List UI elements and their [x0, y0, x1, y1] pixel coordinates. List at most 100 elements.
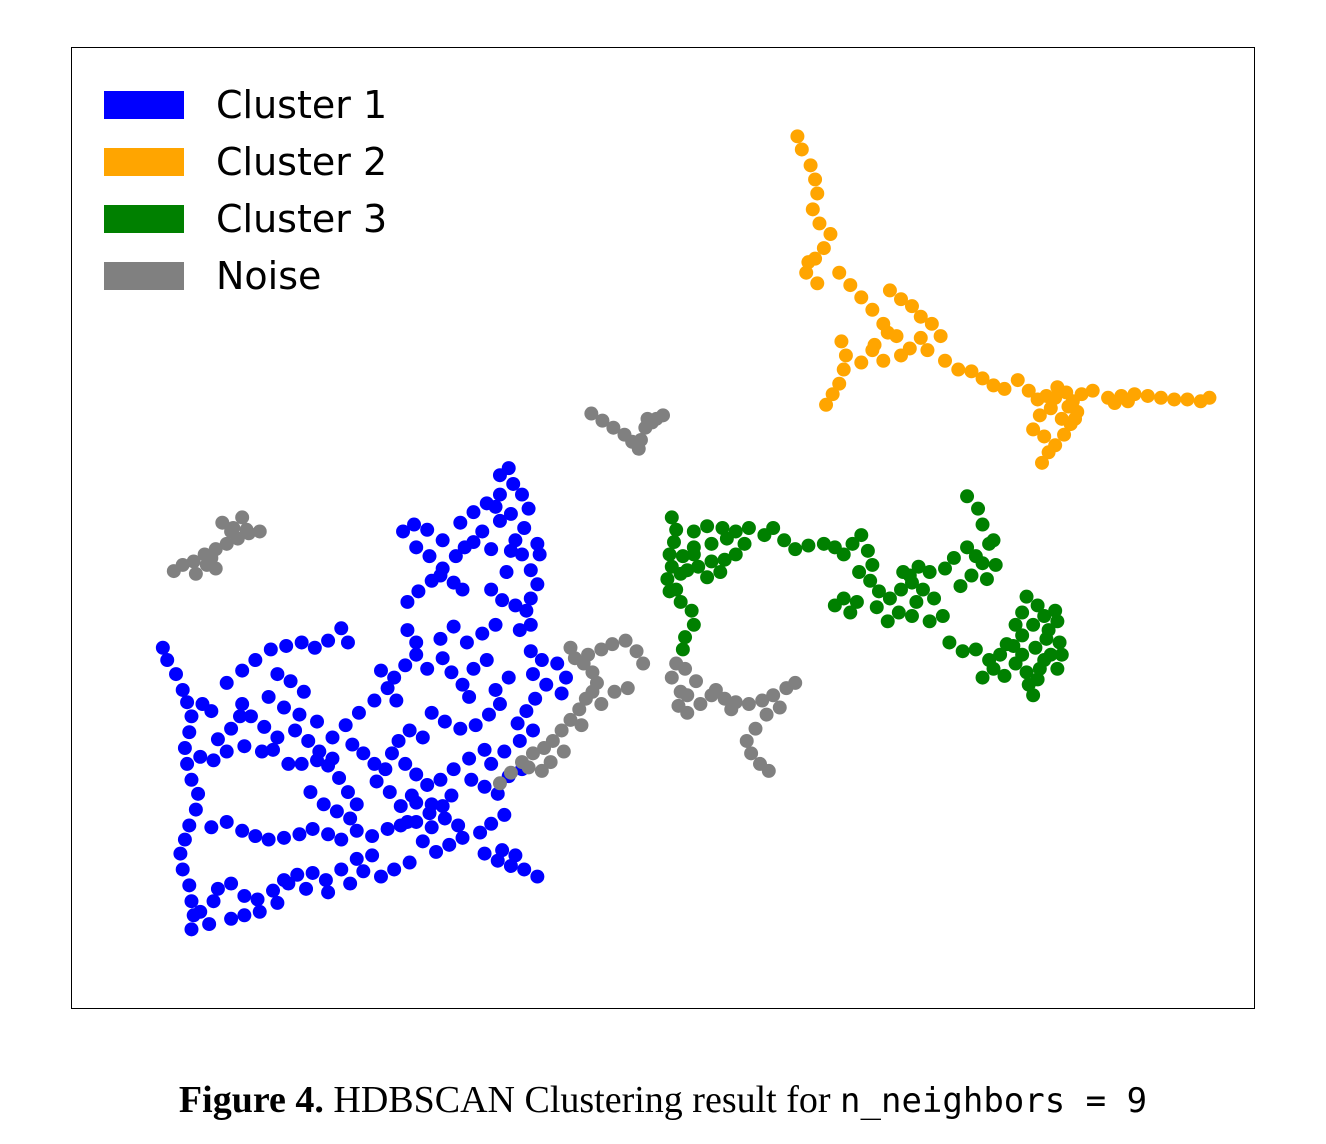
- data-point: [927, 591, 942, 606]
- data-point: [1120, 394, 1135, 409]
- data-point: [816, 536, 831, 551]
- data-point: [479, 653, 494, 668]
- data-point: [636, 656, 651, 671]
- data-point: [816, 241, 831, 256]
- data-point: [854, 290, 869, 305]
- data-point: [210, 881, 225, 896]
- data-point: [453, 721, 468, 736]
- data-point: [832, 376, 847, 391]
- data-point: [495, 593, 510, 608]
- data-point: [678, 630, 693, 645]
- data-point: [832, 265, 847, 280]
- data-point: [387, 670, 402, 685]
- data-point: [202, 917, 217, 932]
- data-point: [680, 705, 695, 720]
- data-point: [827, 598, 842, 613]
- data-point: [296, 684, 311, 699]
- data-point: [501, 670, 516, 685]
- data-point: [318, 873, 333, 888]
- data-point: [975, 517, 990, 532]
- data-point: [237, 739, 252, 754]
- data-point: [391, 733, 406, 748]
- data-point: [235, 697, 250, 712]
- legend-swatch: [104, 204, 184, 233]
- data-point: [473, 825, 488, 840]
- data-point: [523, 617, 538, 632]
- data-point: [215, 515, 230, 530]
- data-point: [669, 656, 684, 671]
- data-point: [1054, 647, 1069, 662]
- data-point: [717, 552, 732, 567]
- data-point: [303, 785, 318, 800]
- legend-item-noise: Noise: [104, 247, 387, 304]
- data-point: [208, 561, 223, 576]
- data-point: [986, 533, 1001, 548]
- data-point: [420, 522, 435, 537]
- data-point: [210, 732, 225, 747]
- data-point: [248, 653, 263, 668]
- data-point: [766, 521, 781, 535]
- data-point: [1037, 429, 1052, 444]
- data-point: [530, 536, 545, 551]
- data-point: [488, 499, 503, 514]
- data-point: [433, 568, 448, 583]
- data-point: [288, 723, 303, 738]
- data-point: [1153, 390, 1168, 405]
- data-point: [343, 876, 358, 891]
- data-point: [951, 362, 966, 377]
- data-point: [559, 670, 573, 685]
- caption-label: Figure 4.: [178, 1079, 324, 1121]
- data-point: [854, 528, 869, 543]
- series-cluster-2: [790, 129, 1217, 470]
- data-point: [369, 774, 384, 789]
- data-point: [999, 637, 1014, 652]
- data-point: [808, 172, 823, 187]
- data-point: [812, 216, 827, 231]
- data-point: [766, 688, 781, 703]
- data-point: [250, 892, 265, 907]
- data-point: [935, 609, 950, 624]
- data-point: [466, 535, 481, 550]
- data-point: [175, 862, 190, 877]
- data-point: [938, 561, 952, 576]
- data-point: [184, 894, 199, 909]
- data-point: [521, 760, 536, 775]
- data-point: [1054, 411, 1069, 426]
- data-point: [539, 677, 554, 692]
- data-point: [574, 718, 589, 733]
- data-point: [396, 524, 411, 539]
- data-point: [979, 572, 994, 587]
- data-point: [920, 343, 935, 358]
- data-point: [748, 721, 763, 736]
- data-point: [554, 686, 569, 701]
- data-point: [334, 862, 349, 877]
- data-point: [459, 635, 474, 650]
- data-point: [869, 600, 884, 615]
- data-point: [468, 718, 483, 733]
- series-cluster-3: [660, 489, 1069, 703]
- data-point: [512, 733, 527, 748]
- data-point: [530, 869, 545, 884]
- data-point: [332, 770, 347, 785]
- data-point: [349, 797, 364, 812]
- data-point: [374, 869, 388, 884]
- data-point: [880, 325, 895, 340]
- data-point: [1008, 617, 1023, 632]
- data-point: [1052, 635, 1067, 650]
- data-point: [946, 550, 961, 565]
- data-point: [852, 565, 867, 579]
- data-point: [938, 353, 952, 368]
- data-point: [400, 623, 415, 638]
- data-point: [669, 522, 684, 537]
- data-point: [737, 536, 752, 551]
- legend-swatch: [104, 261, 184, 290]
- data-point: [433, 772, 448, 787]
- data-point: [1068, 411, 1083, 426]
- data-point: [219, 815, 234, 829]
- data-point: [799, 265, 814, 280]
- data-point: [997, 668, 1012, 683]
- data-point: [607, 684, 622, 699]
- data-point: [402, 723, 417, 738]
- data-point: [261, 689, 276, 704]
- data-point: [155, 640, 170, 655]
